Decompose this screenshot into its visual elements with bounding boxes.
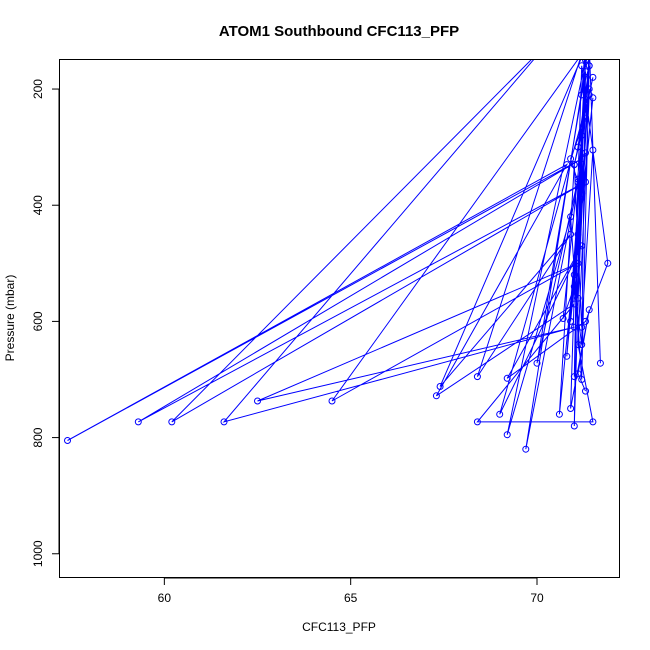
data-point [589, 418, 597, 426]
data-point [574, 294, 582, 302]
data-point [585, 91, 593, 99]
data-point [589, 73, 597, 81]
data-point [604, 259, 612, 267]
data-point [596, 359, 604, 367]
x-axis-label: CFC113_PFP [302, 620, 376, 634]
data-point [574, 178, 582, 186]
y-axis-label: Pressure (mbar) [3, 275, 17, 362]
chart-title: ATOM1 Southbound CFC113_PFP [219, 23, 459, 40]
plot-area [64, 40, 612, 453]
data-point [578, 62, 586, 70]
series-line [67, 60, 609, 450]
data-point [578, 91, 586, 99]
data-point [570, 300, 578, 308]
data-point [574, 143, 582, 151]
data-point [578, 190, 586, 198]
data-point [522, 445, 530, 453]
data-point [578, 155, 586, 163]
data-point [567, 230, 575, 238]
x-tick-label: 70 [530, 591, 544, 605]
data-point [582, 178, 589, 186]
data-point [586, 40, 592, 46]
data-point [582, 68, 589, 76]
data-point [583, 51, 589, 57]
data-point [545, 40, 551, 46]
data-point [583, 40, 589, 46]
data-point [436, 383, 444, 390]
data-point [254, 397, 261, 405]
data-point [585, 306, 593, 314]
data-point [503, 374, 511, 382]
data-point [574, 341, 582, 349]
data-point [567, 155, 575, 163]
x-tick-label: 60 [158, 591, 172, 605]
y-tick-label: 400 [31, 195, 45, 215]
data-point [567, 405, 575, 412]
data-point [582, 149, 589, 157]
data-point [496, 410, 504, 418]
data-point [570, 271, 578, 279]
y-tick-label: 600 [31, 311, 45, 331]
data-point [570, 422, 578, 430]
data-point [134, 418, 142, 426]
data-point [574, 230, 582, 238]
plot-frame [59, 59, 620, 578]
data-point [432, 392, 440, 400]
data-point [473, 418, 481, 426]
data-point [578, 341, 586, 349]
data-point [570, 283, 578, 291]
data-point [567, 317, 575, 325]
data-point [582, 114, 589, 122]
x-tick-label: 65 [344, 591, 358, 605]
data-point [570, 323, 578, 331]
data-point [574, 175, 582, 183]
data-point [589, 146, 597, 154]
data-point [583, 45, 589, 51]
data-point [579, 51, 585, 57]
data-point [473, 373, 481, 381]
data-point [570, 161, 578, 169]
data-point [578, 242, 586, 250]
data-point [559, 315, 567, 322]
y-tick-label: 800 [31, 427, 45, 447]
data-point [585, 62, 593, 70]
data-point [168, 418, 176, 426]
y-axis: 200 400 600 800 1000 [31, 79, 60, 567]
data-point [563, 161, 571, 169]
data-point [220, 418, 228, 426]
data-point [533, 359, 541, 367]
data-point [582, 60, 589, 64]
data-point [586, 51, 592, 57]
x-axis: 60 65 70 [158, 577, 544, 605]
y-tick-label: 200 [31, 79, 45, 99]
data-point [578, 132, 586, 139]
data-point [563, 352, 571, 360]
data-point [328, 397, 336, 405]
data-point [578, 323, 586, 331]
data-point [582, 317, 589, 325]
data-point [64, 437, 71, 444]
data-point [567, 213, 575, 221]
data-point [503, 431, 511, 439]
data-point [582, 387, 589, 395]
data-point [574, 259, 582, 267]
y-tick-label: 1000 [31, 540, 45, 567]
data-point [574, 370, 582, 378]
data-point [555, 410, 563, 418]
data-point [578, 376, 586, 383]
